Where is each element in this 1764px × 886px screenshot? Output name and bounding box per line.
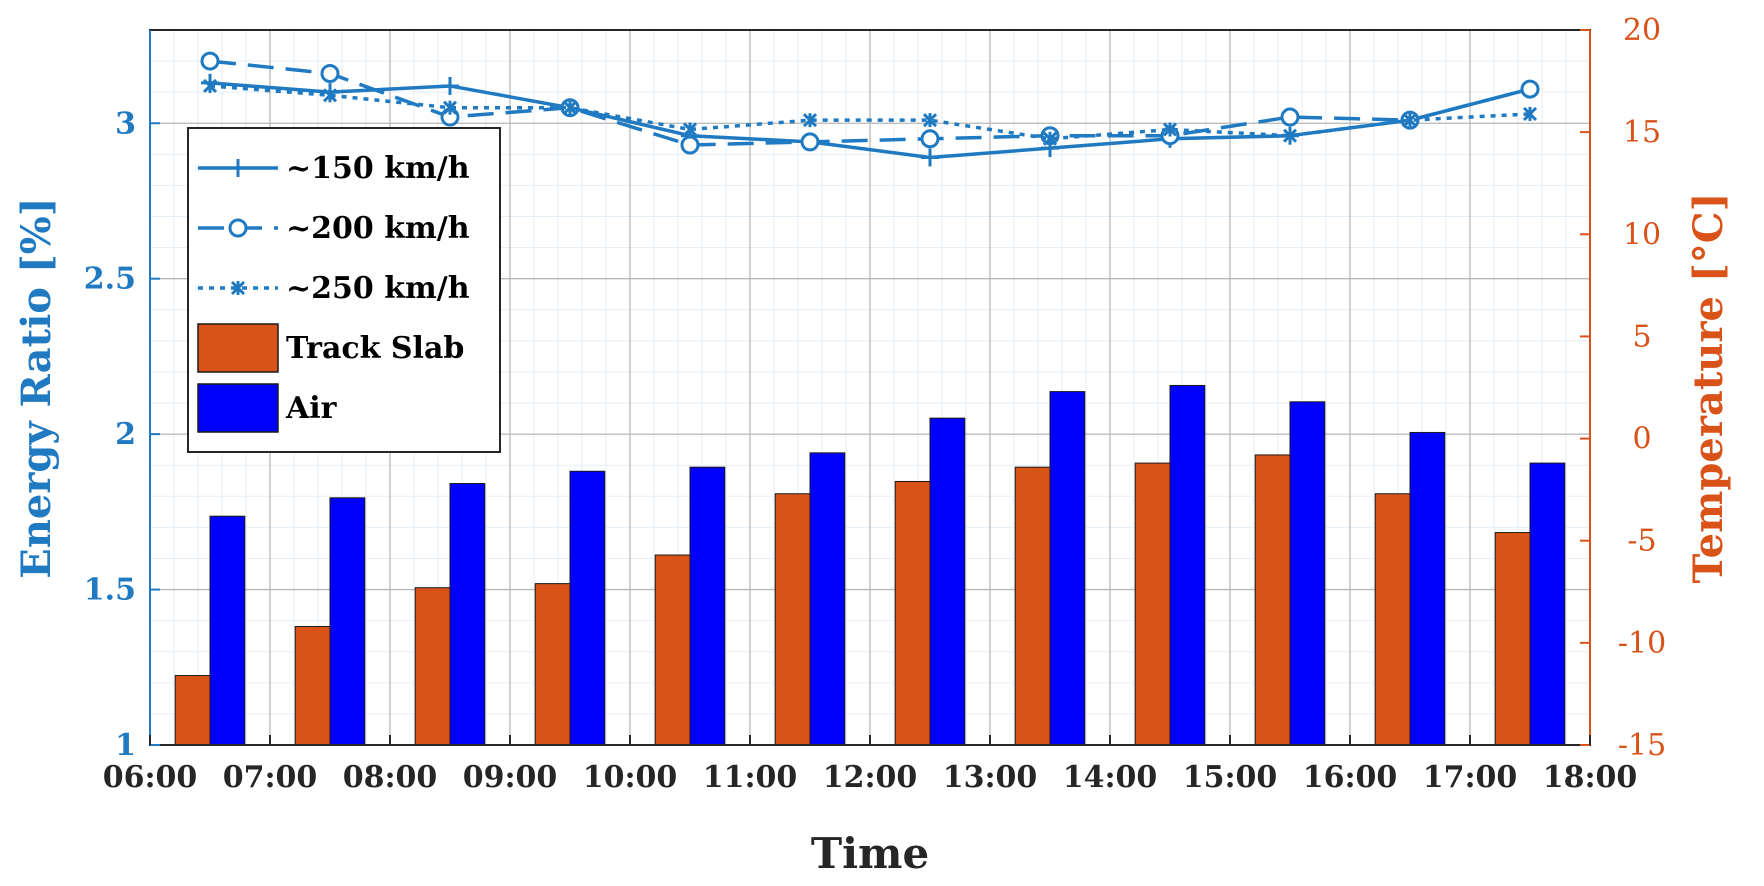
bars-layer [174,384,1566,746]
line-200-km-h-point [800,132,820,152]
left-tick-label: 1.5 [84,573,136,608]
left-tick-label: 1 [115,728,136,763]
line-250-km-h-point [1282,128,1298,143]
bar-air [1409,431,1446,746]
line-150-km-h [209,81,1531,160]
bar-track-slab [1494,532,1531,746]
line-150-km-h-point [921,148,939,167]
line-250-km-h-point [682,122,698,137]
bar-track-slab [1014,466,1051,746]
left-axis: 1 1.5 2 2.5 3 [84,30,160,763]
line-200-km-h-point [200,51,220,71]
bar-air [1289,401,1326,746]
bar-track-slab [894,480,931,746]
bar-air [809,452,846,746]
x-tick-label: 09:00 [463,760,558,795]
x-tick-label: 14:00 [1063,760,1158,795]
bar-track-slab [654,554,691,746]
x-tick-label: 07:00 [223,760,318,795]
x-tick-label: 12:00 [823,760,918,795]
legend-label: Track Slab [286,331,464,366]
bar-air [1049,391,1086,746]
x-tick-label: 10:00 [583,760,678,795]
bar-air [209,515,246,746]
x-tick-label: 18:00 [1543,760,1638,795]
left-tick-label: 2.5 [84,262,136,297]
y-axis-title-left: Energy Ratio [%] [13,197,60,578]
line-200-km-h-point [1520,79,1540,99]
line-250-km-h-point [1402,113,1418,128]
x-tick-label: 11:00 [703,760,798,795]
bar-air [689,466,726,746]
line-250-km-h-point [202,78,218,94]
legend-marker [228,218,248,238]
line-200-km-h-point [680,135,700,155]
lines-layer [200,51,1540,167]
line-250-km-h-point [922,113,938,128]
right-tick-label: 15 [1623,115,1661,150]
line-250-km-h-point [322,88,338,103]
left-tick-label: 3 [115,106,136,141]
x-tick-label: 06:00 [103,760,198,795]
line-250-km-h [209,84,1531,141]
bar-air [929,417,966,746]
right-tick-label: -15 [1618,728,1666,763]
x-tick-label: 08:00 [343,760,438,795]
bar-track-slab [174,675,211,746]
bar-air [569,470,606,746]
y-axis-title-right: Temperature [°C] [1685,192,1732,583]
bar-air [329,497,366,746]
legend-label: ~150 km/h [286,151,470,186]
line-200-km-h-point [1280,107,1300,127]
bar-track-slab [774,493,811,746]
line-200-km-h-point [320,64,340,84]
right-tick-label: -10 [1618,626,1666,661]
legend-label: Air [285,391,338,426]
right-tick-label: 0 [1632,422,1651,457]
x-tick-label: 13:00 [943,760,1038,795]
line-250-km-h-point [802,113,818,128]
bar-track-slab [1134,462,1171,746]
legend-marker [230,280,246,296]
line-200-km-h [209,59,1531,147]
bar-track-slab [414,587,451,746]
line-250-km-h-point [562,100,578,115]
right-axis: -15 -10 -5 0 5 10 15 20 [1580,13,1666,763]
x-tick-label: 17:00 [1423,760,1518,795]
right-tick-label: 5 [1632,319,1651,354]
legend-marker [229,159,247,177]
legend: ~150 km/h ~200 km/h ~250 km/h Track Slab Air [187,127,501,453]
right-tick-label: 20 [1623,13,1661,48]
legend-label: ~250 km/h [286,271,470,306]
right-tick-label: -5 [1627,524,1656,559]
right-tick-label: 10 [1623,217,1661,252]
line-200-km-h-point [920,129,940,149]
legend-bar-swatch [197,323,279,373]
x-axis: 06:00 07:00 08:00 09:00 10:00 11:00 12:00 13:00… [103,735,1638,795]
bar-track-slab [294,626,331,746]
bar-air [449,483,486,746]
bar-track-slab [534,583,571,746]
line-150-km-h-point [441,76,459,95]
left-tick-label: 2 [115,417,136,452]
x-tick-label: 15:00 [1183,760,1278,795]
bar-track-slab [1374,493,1411,746]
line-250-km-h-point [442,100,458,115]
bar-track-slab [1254,454,1291,746]
line-250-km-h-point [1522,106,1538,121]
line-250-km-h-point [1162,122,1178,137]
x-axis-title: Time [811,829,929,878]
line-250-km-h-point [1042,131,1058,146]
legend-bar-swatch [197,383,279,433]
bar-air [1169,384,1206,746]
x-tick-label: 16:00 [1303,760,1398,795]
bar-air [1529,462,1566,746]
legend-label: ~200 km/h [286,211,470,246]
